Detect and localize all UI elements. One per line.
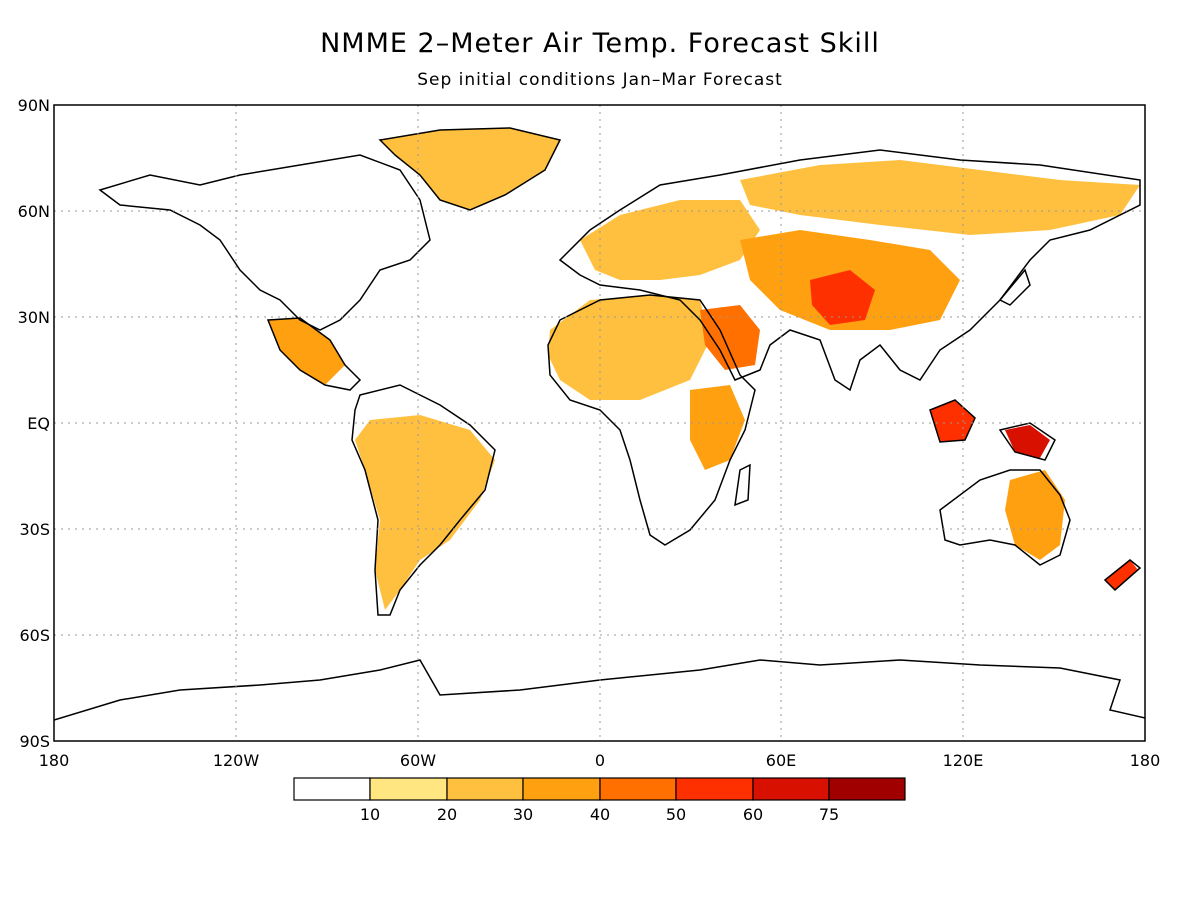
colorbar-label: 75 — [819, 805, 839, 824]
skill-region-australia-east — [1005, 470, 1065, 560]
lat-tick-label: 90S — [19, 732, 50, 751]
colorbar-label: 10 — [360, 805, 380, 824]
skill-region-new-guinea — [1005, 425, 1050, 458]
south-america-outline — [351, 384, 496, 616]
borneo-outline — [929, 399, 976, 443]
lon-axis: 180 120W 60W 0 60E 120E 180 — [39, 751, 1161, 770]
colorbar-box — [599, 777, 677, 801]
japan-outline — [998, 268, 1031, 306]
north-america-outline — [98, 154, 431, 331]
grid-lines — [54, 105, 1145, 741]
skill-region-south-america — [355, 415, 495, 610]
lat-axis: 90N 60N 30N EQ 30S 60S 90S — [18, 96, 50, 751]
colorbar-label: 60 — [743, 805, 763, 824]
skill-region-east-africa — [690, 385, 745, 470]
antarctica-outline — [54, 659, 1145, 721]
new-zealand-outline — [1103, 559, 1142, 592]
skill-region-europe — [580, 200, 760, 280]
madagascar-outline — [734, 463, 751, 507]
greenland-outline — [378, 127, 562, 211]
lat-tick-label: EQ — [27, 414, 50, 433]
skill-shading — [268, 128, 1140, 610]
colorbar-box — [293, 777, 371, 801]
lat-tick-label: 30S — [19, 520, 50, 539]
map-title: NMME 2–Meter Air Temp. Forecast Skill — [320, 28, 880, 59]
skill-region-borneo — [930, 400, 975, 442]
skill-region-new-zealand — [1105, 560, 1138, 590]
colorbar: 10 20 30 40 50 60 75 — [293, 777, 906, 824]
new-guinea-outline — [998, 422, 1056, 461]
lat-tick-label: 60S — [19, 626, 50, 645]
lon-tick-label: 60W — [400, 751, 436, 770]
colorbar-label: 40 — [590, 805, 610, 824]
lat-tick-label: 60N — [18, 202, 50, 221]
lat-tick-label: 90N — [18, 96, 50, 115]
colorbar-box — [522, 777, 601, 801]
map-subtitle: Sep initial conditions Jan–Mar Forecast — [417, 70, 783, 90]
map-frame — [53, 104, 1146, 742]
lon-tick-label: 60E — [766, 751, 796, 770]
lon-tick-label: 0 — [595, 751, 605, 770]
colorbar-label: 20 — [437, 805, 457, 824]
skill-region-north-africa — [548, 295, 710, 400]
colorbar-box — [752, 777, 830, 801]
colorbar-box — [828, 777, 906, 801]
skill-region-greenland — [380, 128, 560, 210]
colorbar-box — [369, 777, 448, 801]
eurasia-outline — [558, 149, 1141, 392]
lon-tick-label: 180 — [1130, 751, 1161, 770]
central-america-outline — [266, 317, 362, 391]
skill-region-mexico — [268, 318, 345, 385]
colorbar-label: 30 — [513, 805, 533, 824]
skill-region-tibet — [810, 270, 875, 325]
skill-region-siberia — [740, 160, 1140, 235]
australia-outline — [939, 469, 1071, 566]
colorbar-box — [675, 777, 754, 801]
lat-tick-label: 30N — [18, 308, 50, 327]
lon-tick-label: 120E — [943, 751, 984, 770]
colorbar-label: 50 — [666, 805, 686, 824]
colorbar-box — [446, 777, 524, 801]
africa-outline — [547, 294, 756, 546]
lon-tick-label: 120W — [213, 751, 260, 770]
lon-tick-label: 180 — [39, 751, 70, 770]
